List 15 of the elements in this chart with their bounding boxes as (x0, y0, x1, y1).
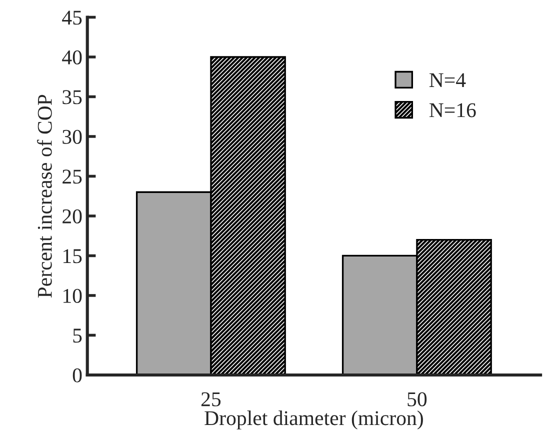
legend-label: N=4 (429, 73, 466, 87)
y-tick-label: 20 (62, 209, 82, 224)
legend-label: N=16 (429, 103, 476, 118)
y-tick-label: 5 (73, 328, 82, 343)
y-tick-label: 0 (72, 368, 82, 382)
y-tick-label: 40 (62, 50, 82, 64)
y-tick-label: 25 (62, 170, 82, 184)
x-axis-title: Droplet diameter (micron) (204, 410, 423, 430)
x-tick-label: 50 (408, 392, 427, 406)
y-tick-label: 15 (64, 249, 82, 264)
y-tick-label: 45 (62, 10, 82, 25)
y-tick-label: 35 (62, 90, 82, 104)
y-axis-title: Percent increase of COP (37, 94, 52, 298)
y-tick-label: 30 (62, 130, 82, 144)
y-tick-label: 10 (64, 288, 82, 303)
